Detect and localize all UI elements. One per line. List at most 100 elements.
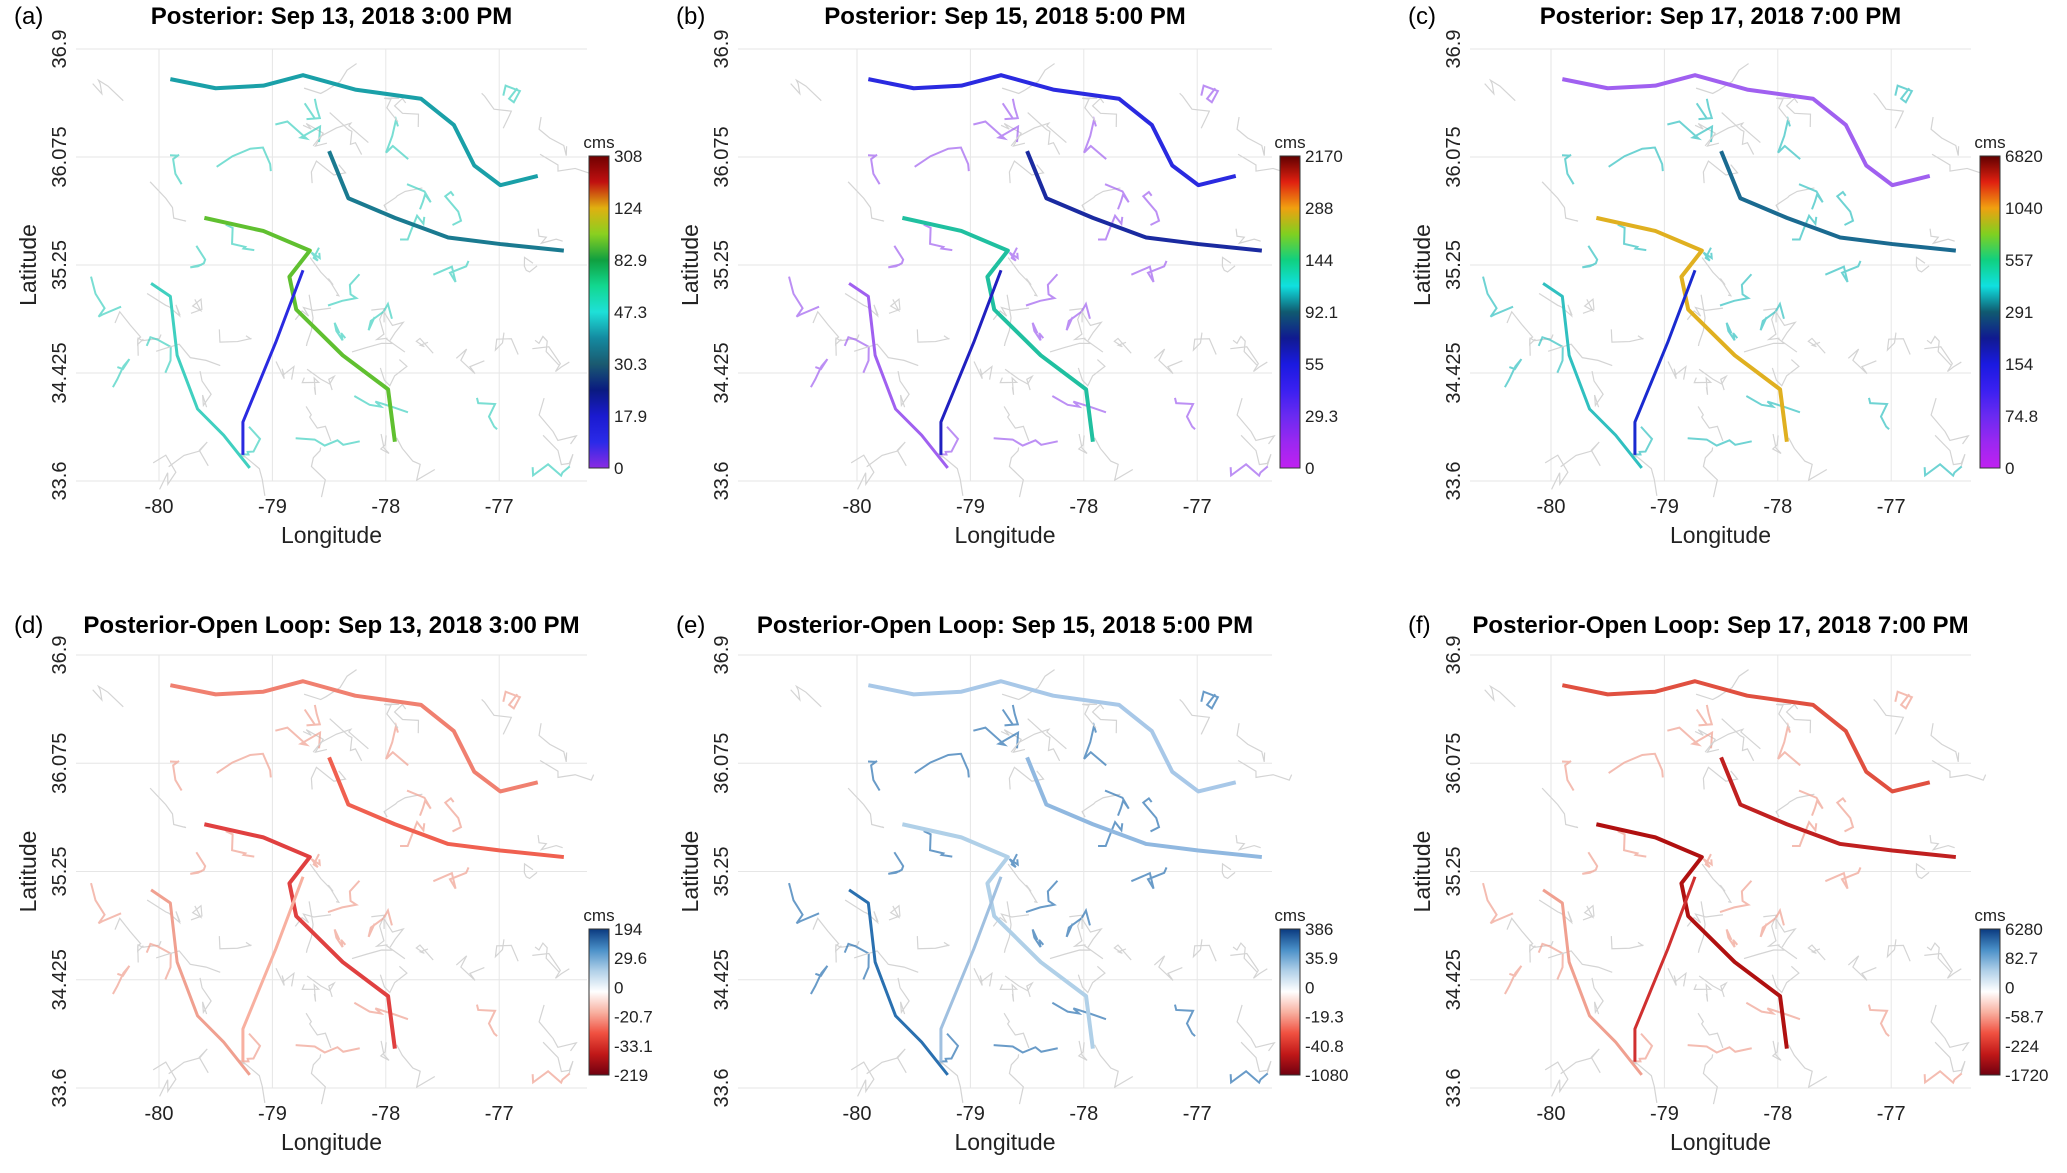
tributary [475,1004,498,1037]
tributary [1077,1040,1088,1061]
y-tick-label: 36.9 [1443,30,1465,69]
tributary [1771,359,1800,387]
tributary [1759,301,1785,331]
tributary [1807,944,1826,961]
y-tick-label: 34.425 [711,949,733,1010]
y-tick-label: 34.425 [711,342,733,403]
tributary [850,454,875,490]
tributary [1482,882,1514,925]
river-main [939,269,1003,455]
tributary [810,965,829,995]
tributary [973,361,993,380]
tributary [1083,722,1107,767]
tributary [155,950,221,973]
tributary [1221,862,1236,880]
tributary [92,684,124,708]
tributary [993,437,1058,447]
tributary [999,376,1019,395]
river-main [327,150,565,253]
tributary [152,454,177,490]
tributary [312,121,369,147]
tributary [1697,406,1724,442]
tributary [353,395,409,414]
tributary [539,759,595,781]
panel-label: (e) [676,612,705,639]
colorbar-tick-label: 47.3 [614,303,647,322]
tributary [1001,98,1020,121]
tributary [114,917,142,963]
river-main [1719,150,1957,253]
tributary [1049,944,1104,960]
colorbar-tick-label: 17.9 [614,407,647,426]
tributary [1798,183,1824,210]
tributary [1693,983,1713,1002]
tributary [1695,63,1749,95]
y-tick-label: 35.25 [711,846,733,896]
tributary [1702,160,1739,184]
y-tick-label: 36.075 [711,126,733,187]
tributary [1743,944,1798,960]
tributary [169,760,183,792]
tributary [534,335,560,366]
tributary [1777,722,1801,767]
tributary [1695,704,1714,727]
tributary [1544,454,1569,490]
tributary [790,684,822,708]
tributary [1025,273,1059,307]
colorbar-unit: cms [1274,133,1305,152]
map-panel-b: -80 -79 -78 -77 33.6 34.425 35.25 36.075 36.9 Pos… [676,3,1343,548]
tributary [1915,862,1930,880]
map-panel-f: -80 -79 -78 -77 33.6 34.425 35.25 36.075 36.9 Pos… [1408,612,2048,1155]
tributary [199,371,212,408]
tributary [1702,853,1713,868]
tributary [379,433,390,454]
tributary [844,292,879,318]
panel-title: Posterior: Sep 17, 2018 7:00 PM [1540,3,1902,30]
tributary [1873,92,1905,129]
tributary [351,337,406,353]
tributary [790,78,822,102]
tributary [1235,228,1261,245]
tributary [1541,181,1579,222]
tributary [1923,1070,1963,1085]
tributary [1930,116,1960,156]
tributary [1873,698,1905,735]
tributary [1506,310,1534,356]
tributary [1235,835,1261,851]
tributary [1560,1048,1601,1075]
colorbar-tick-label: 30.3 [614,355,647,374]
tributary [396,437,436,482]
river-main [848,282,949,469]
tributary [169,153,183,185]
tributary [538,397,578,445]
tributary [1153,955,1183,981]
tributary [1484,78,1516,102]
x-tick-label: -78 [1763,1103,1792,1125]
tributary [1695,98,1714,121]
tributary [379,359,408,387]
river-main [150,888,251,1076]
tributary [1775,310,1797,341]
tributary [190,297,203,314]
tributary [1031,322,1045,341]
tributary [481,698,513,735]
y-axis-label: Latitude [1409,831,1435,913]
tributary [218,936,252,950]
colorbar-tick-label: 288 [1305,199,1333,218]
tributary [225,830,255,858]
tributary [1010,121,1067,147]
panel-title: Posterior-Open Loop: Sep 17, 2018 7:00 P… [1472,612,1968,639]
tributary [1610,329,1644,343]
x-tick-label: -80 [145,496,174,518]
tributary [888,904,901,921]
tributary [301,376,321,395]
tributary [1031,929,1045,948]
tributary [1582,297,1595,314]
tributary [1634,426,1654,456]
colorbar-tick-label: -1720 [2005,1066,2048,1085]
x-tick-label: -78 [1763,496,1792,518]
tributary [1230,952,1268,979]
tributary [90,276,122,318]
tributary [199,977,212,1015]
tributary [1003,406,1030,442]
